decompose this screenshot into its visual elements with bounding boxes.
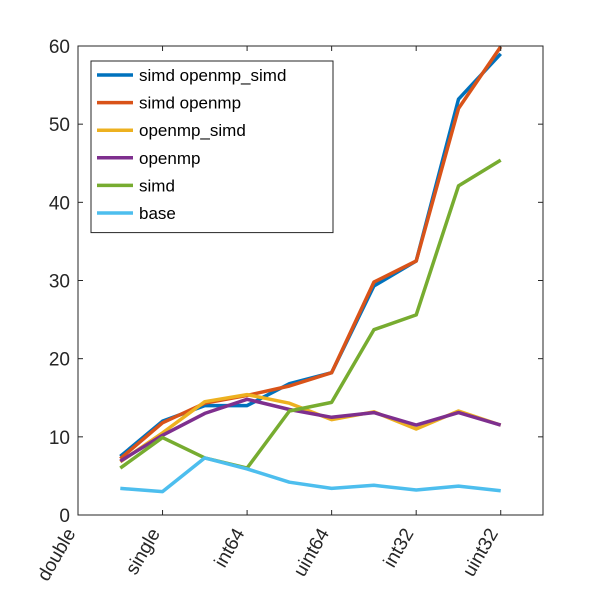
x-tick-label: single: [122, 525, 165, 579]
x-tick-label: uint64: [290, 525, 334, 581]
legend-label-5: base: [139, 204, 176, 223]
legend-label-0: simd openmp_simd: [139, 66, 286, 85]
y-tick-label: 40: [49, 193, 70, 214]
x-tick-label: int64: [211, 525, 250, 572]
y-tick-label: 50: [49, 115, 70, 136]
y-tick-label: 10: [49, 428, 70, 449]
x-tick-label: double: [34, 525, 81, 585]
series-line-5: [120, 456, 501, 494]
legend-label-1: simd openmp: [139, 94, 241, 113]
y-tick-label: 0: [59, 506, 70, 527]
legend-label-3: openmp: [139, 149, 200, 168]
y-tick-label: 20: [49, 350, 70, 371]
series-line-1: [119, 45, 503, 461]
y-tick-label: 60: [49, 37, 70, 58]
series-lines: [119, 45, 503, 494]
legend-box: [90, 60, 334, 234]
y-tick-label: 30: [49, 272, 70, 293]
series-line-3: [119, 397, 502, 463]
x-tick-label: uint32: [459, 525, 503, 580]
legend-label-4: simd: [139, 176, 175, 195]
x-tick-label: int32: [380, 525, 419, 571]
y-axis: 0 10 20 30 40 50 60: [49, 37, 543, 527]
legend-label-2: openmp_simd: [139, 121, 246, 140]
series-line-4: [119, 158, 502, 470]
